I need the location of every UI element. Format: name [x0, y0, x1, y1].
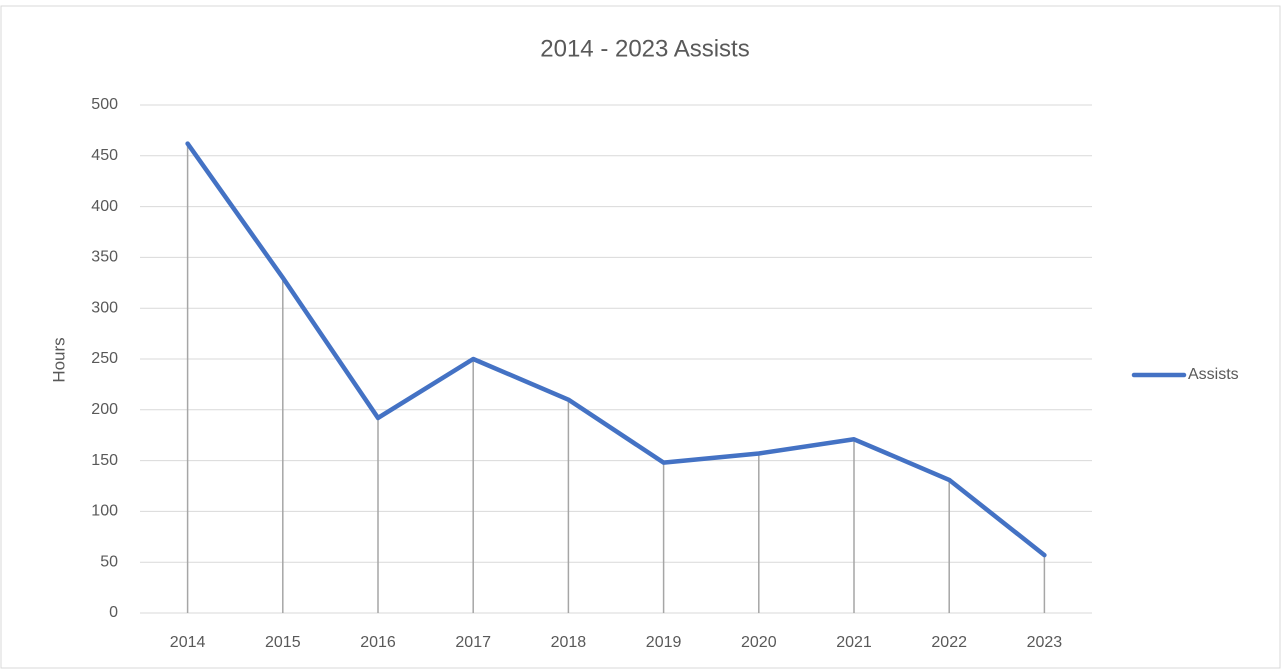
series-line: [185, 141, 1047, 558]
x-tick-label: 2017: [455, 634, 491, 651]
chart-title: 2014 - 2023 Assists: [540, 35, 749, 62]
x-tick-label: 2015: [265, 634, 301, 651]
x-tick-label: 2016: [360, 634, 396, 651]
legend-label: Assists: [1188, 366, 1239, 383]
y-axis-label: Hours: [49, 337, 68, 382]
x-tick-label: 2021: [836, 634, 872, 651]
x-tick-label: 2018: [551, 634, 587, 651]
x-tick-label: 2019: [646, 634, 682, 651]
y-tick-label: 350: [91, 249, 118, 266]
y-tick-label: 150: [91, 452, 118, 469]
x-tick-label: 2023: [1027, 634, 1063, 651]
x-tick-label: 2022: [931, 634, 967, 651]
y-tick-label: 450: [91, 147, 118, 164]
y-tick-label: 100: [91, 503, 118, 520]
y-tick-label: 400: [91, 198, 118, 215]
chart-border: [0, 5, 1281, 669]
x-tick-label: 2020: [741, 634, 777, 651]
y-tick-label: 50: [100, 553, 118, 570]
y-tick-label: 0: [109, 604, 118, 621]
y-tick-label: 200: [91, 401, 118, 418]
y-tick-label: 250: [91, 350, 118, 367]
y-tick-label: 300: [91, 299, 118, 316]
y-tick-label: 500: [91, 96, 118, 113]
x-tick-label: 2014: [170, 634, 206, 651]
